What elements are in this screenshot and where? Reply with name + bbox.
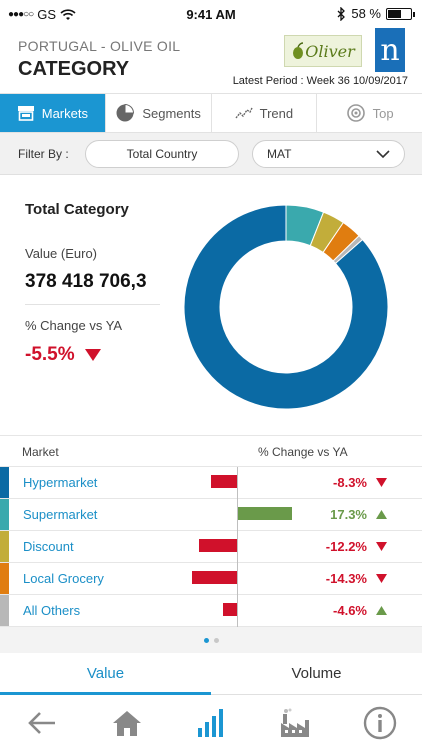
home-icon — [112, 710, 141, 736]
country-filter[interactable]: Total Country — [85, 140, 239, 168]
change-bar — [191, 571, 237, 584]
wifi-icon — [60, 8, 76, 20]
donut-slice-all-others[interactable] — [332, 235, 364, 265]
change-value: 17.3% — [330, 507, 367, 522]
market-color-swatch — [0, 499, 9, 530]
tab-volume[interactable]: Volume — [291, 665, 342, 682]
dashboard-button[interactable] — [169, 695, 253, 750]
value-amount: 378 418 706,3 — [25, 271, 147, 292]
oliver-logo: Oliver — [284, 35, 362, 67]
change-bar — [238, 507, 293, 520]
factory-icon — [281, 708, 310, 737]
bluetooth-icon — [337, 6, 346, 21]
down-arrow-icon — [376, 574, 387, 583]
page-dot-2[interactable] — [213, 637, 219, 643]
filter-bar: Filter By : Total Country MAT — [0, 133, 422, 175]
change-value: -8.3% — [333, 475, 367, 490]
measure-tabs: Value Volume — [0, 653, 422, 695]
signal-icon: ●●●○○ — [8, 9, 34, 20]
down-arrow-icon — [376, 478, 387, 487]
change-bar — [222, 603, 237, 616]
factory-button[interactable] — [253, 695, 337, 750]
change-value: -14.3% — [325, 571, 367, 586]
tab-top[interactable]: Top — [317, 94, 422, 132]
bottom-nav — [0, 695, 422, 750]
down-arrow-icon — [84, 349, 101, 361]
change-value: -5.5% — [25, 344, 101, 366]
carrier-label: GS — [37, 7, 56, 22]
market-table: Market % Change vs YA Hypermarket -8.3% Su… — [0, 435, 422, 627]
store-icon — [17, 106, 34, 121]
market-name[interactable]: Supermarket — [23, 507, 98, 522]
market-color-swatch — [0, 595, 9, 626]
brand-logo: n — [375, 28, 405, 72]
page-dot-1[interactable] — [203, 637, 209, 643]
market-name[interactable]: Local Grocery — [23, 571, 104, 586]
market-color-swatch — [0, 531, 9, 562]
battery-icon — [386, 7, 415, 20]
divider — [25, 304, 160, 305]
market-name[interactable]: Discount — [23, 539, 74, 554]
table-row[interactable]: Supermarket 17.3% — [0, 499, 422, 531]
change-bar — [198, 539, 237, 552]
olive-icon — [293, 42, 304, 59]
zero-axis — [237, 467, 238, 627]
table-row[interactable]: All Others -4.6% — [0, 595, 422, 627]
info-icon — [363, 706, 397, 739]
category-summary: Total Category Value (Euro) 378 418 706,… — [0, 176, 422, 434]
bar-chart-icon — [198, 708, 224, 737]
chevron-down-icon — [376, 150, 390, 159]
table-row[interactable]: Discount -12.2% — [0, 531, 422, 563]
table-row[interactable]: Hypermarket -8.3% — [0, 467, 422, 499]
table-header: Market % Change vs YA — [0, 435, 422, 467]
donut-slice-hypermarket[interactable] — [183, 204, 389, 410]
period-type-select[interactable]: MAT — [252, 140, 405, 168]
tab-value[interactable]: Value — [0, 653, 211, 695]
page-header: PORTUGAL - OLIVE OIL CATEGORY Oliver n L… — [0, 28, 422, 92]
clock: 9:41 AM — [186, 7, 236, 22]
change-bar — [210, 475, 237, 488]
tab-trend[interactable]: Trend — [212, 94, 318, 132]
info-button[interactable] — [338, 695, 422, 750]
change-value: -12.2% — [325, 539, 367, 554]
target-icon — [346, 104, 365, 122]
market-column-header: Market — [22, 445, 59, 459]
market-name[interactable]: All Others — [23, 603, 81, 618]
back-button[interactable] — [0, 695, 84, 750]
battery-percent: 58 % — [351, 6, 381, 21]
tab-bar: Markets Segments Trend Top — [0, 93, 422, 133]
status-bar: ●●●○○ GS 9:41 AM 58 % — [0, 0, 422, 28]
market-color-swatch — [0, 467, 9, 498]
trend-icon — [235, 107, 253, 119]
up-arrow-icon — [376, 510, 387, 519]
up-arrow-icon — [376, 606, 387, 615]
market-name[interactable]: Hypermarket — [23, 475, 98, 490]
value-label: Value (Euro) — [25, 246, 98, 261]
market-share-donut — [183, 204, 389, 410]
tab-markets[interactable]: Markets — [0, 94, 106, 132]
filter-label: Filter By : — [18, 147, 69, 161]
change-value: -4.6% — [333, 603, 367, 618]
change-label: % Change vs YA — [25, 318, 123, 333]
pie-icon — [116, 103, 135, 122]
back-arrow-icon — [28, 711, 56, 734]
down-arrow-icon — [376, 542, 387, 551]
change-column-header: % Change vs YA — [258, 445, 348, 459]
latest-period: Latest Period : Week 36 10/09/2017 — [232, 75, 408, 87]
home-button[interactable] — [84, 695, 168, 750]
summary-heading: Total Category — [25, 201, 129, 218]
page-subtitle: PORTUGAL - OLIVE OIL — [18, 38, 181, 54]
market-color-swatch — [0, 563, 9, 594]
page-title: CATEGORY — [18, 58, 130, 80]
page-indicator — [0, 627, 422, 653]
tab-segments[interactable]: Segments — [106, 94, 212, 132]
table-row[interactable]: Local Grocery -14.3% — [0, 563, 422, 595]
